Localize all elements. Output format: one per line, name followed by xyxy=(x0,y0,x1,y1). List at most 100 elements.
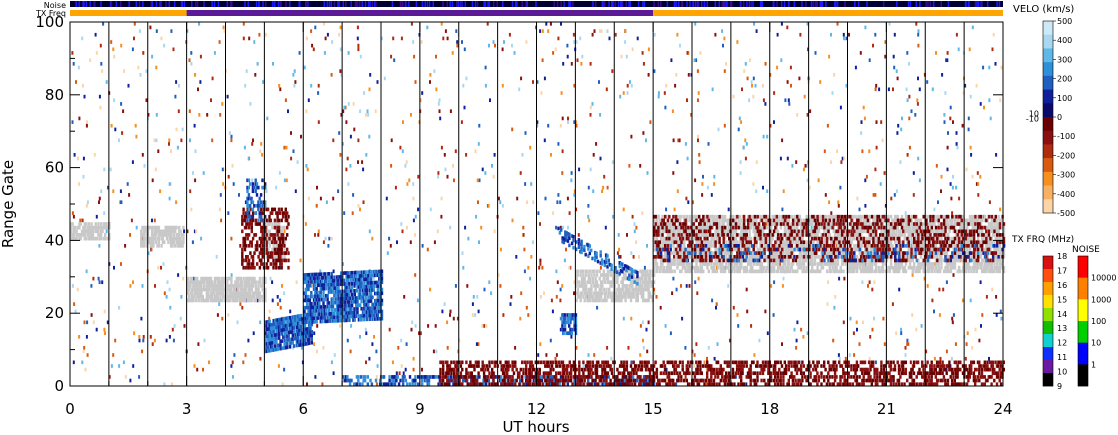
echo-cell xyxy=(378,269,381,274)
echo-cell xyxy=(276,258,279,263)
echo-cell xyxy=(836,149,838,154)
echo-cell xyxy=(606,273,610,277)
echo-cell xyxy=(697,98,699,103)
echo-cell xyxy=(988,356,990,361)
echo-cell xyxy=(770,269,773,274)
echo-cell xyxy=(749,255,753,259)
echo-cell xyxy=(275,333,278,337)
echo-cell xyxy=(335,315,339,319)
noise-strip-cell xyxy=(306,1,309,7)
echo-cell xyxy=(241,287,244,292)
echo-cell xyxy=(265,247,268,252)
echo-cell xyxy=(706,185,709,190)
echo-cell xyxy=(223,280,226,285)
echo-cell xyxy=(728,229,731,234)
echo-cell xyxy=(249,251,252,255)
echo-cell xyxy=(188,58,191,63)
echo-cell xyxy=(272,348,275,352)
echo-cell xyxy=(281,382,284,387)
echo-cell xyxy=(806,178,809,183)
echo-cell xyxy=(249,291,252,296)
echo-cell xyxy=(314,283,317,288)
echo-cell xyxy=(836,22,839,26)
echo-cell xyxy=(304,291,307,295)
echo-cell xyxy=(378,302,381,307)
echo-cell xyxy=(316,279,320,284)
echo-cell xyxy=(215,284,218,288)
echo-cell xyxy=(353,318,356,322)
noise-strip-cell xyxy=(629,1,631,7)
echo-cell xyxy=(292,318,296,323)
noise-strip-cell xyxy=(907,1,910,7)
echo-cell xyxy=(713,262,716,266)
echo-cell xyxy=(279,265,282,270)
echo-cell xyxy=(397,346,400,350)
echo-cell xyxy=(540,91,543,95)
echo-cell xyxy=(241,291,244,296)
echo-cell xyxy=(476,178,479,183)
echo-cell xyxy=(177,109,180,114)
echo-cell xyxy=(740,244,743,248)
echo-cell xyxy=(246,265,249,270)
echo-cell xyxy=(624,264,627,268)
echo-cell xyxy=(242,211,245,215)
echo-cell xyxy=(753,229,757,234)
echo-cell xyxy=(639,280,642,285)
echo-cell xyxy=(575,247,578,252)
echo-cell xyxy=(72,360,75,365)
echo-cell xyxy=(250,218,253,223)
echo-cell xyxy=(673,258,676,263)
echo-cell xyxy=(164,229,167,234)
echo-cell xyxy=(710,244,713,248)
echo-cell xyxy=(642,62,645,66)
echo-cell xyxy=(369,284,373,289)
echo-cell xyxy=(232,291,236,296)
echo-cell xyxy=(412,356,415,361)
echo-cell xyxy=(265,334,269,339)
echo-cell xyxy=(783,240,787,245)
echo-cell xyxy=(586,291,589,296)
echo-cell xyxy=(171,229,174,234)
echo-cell xyxy=(153,138,156,143)
echo-cell xyxy=(180,233,184,237)
echo-cell xyxy=(873,316,875,321)
echo-cell xyxy=(763,240,766,245)
echo-cell xyxy=(598,298,601,303)
echo-cell xyxy=(636,281,639,286)
echo-cell xyxy=(575,284,578,288)
echo-cell xyxy=(787,258,791,263)
echo-cell xyxy=(854,65,857,70)
echo-cell xyxy=(740,262,743,266)
echo-cell xyxy=(740,233,743,237)
echo-cell xyxy=(105,225,108,230)
echo-cell xyxy=(631,295,634,299)
echo-cell xyxy=(521,153,524,157)
echo-cell xyxy=(426,25,429,30)
echo-cell xyxy=(249,102,252,106)
echo-cell xyxy=(169,305,172,310)
echo-cell xyxy=(160,233,163,237)
echo-cell xyxy=(178,240,181,245)
echo-cell xyxy=(654,258,657,263)
echo-cell xyxy=(694,280,697,285)
echo-cell xyxy=(333,319,336,323)
echo-cell xyxy=(576,269,580,274)
echo-cell xyxy=(626,265,630,270)
echo-cell xyxy=(220,284,223,288)
echo-cell xyxy=(759,225,762,230)
noise-strip-cell xyxy=(568,1,570,7)
echo-cell xyxy=(700,251,704,255)
echo-cell xyxy=(594,287,597,292)
echo-cell xyxy=(356,303,359,308)
echo-cell xyxy=(749,265,753,270)
echo-cell xyxy=(344,307,347,312)
noise-strip-cell xyxy=(816,1,818,7)
echo-cell xyxy=(775,262,778,266)
echo-cell xyxy=(251,178,254,183)
echo-cell xyxy=(433,240,436,245)
echo-cell xyxy=(264,225,267,230)
echo-cell xyxy=(630,134,633,139)
echo-cell xyxy=(280,236,283,241)
echo-cell xyxy=(543,291,545,296)
echo-cell xyxy=(250,225,253,230)
